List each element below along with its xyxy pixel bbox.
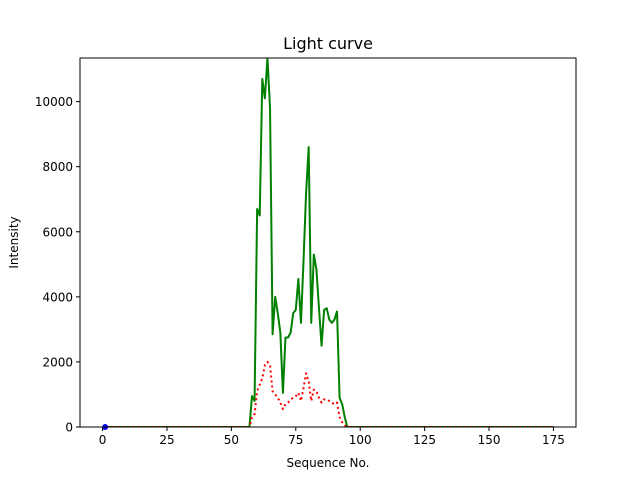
chart-title: Light curve	[283, 34, 373, 53]
x-tick-label: 0	[99, 433, 107, 447]
x-tick-label: 125	[413, 433, 436, 447]
red-dotted-series-line	[102, 360, 554, 427]
y-axis: 0 2000 4000 6000 8000 10000	[35, 95, 80, 435]
y-axis-label: Intensity	[7, 216, 21, 268]
x-tick-label: 175	[542, 433, 565, 447]
y-tick-label: 10000	[35, 95, 73, 109]
green-series-line	[102, 58, 554, 427]
y-tick-label: 8000	[42, 160, 73, 174]
axes-frame	[79, 57, 577, 428]
plot-area	[79, 57, 577, 430]
x-tick-label: 50	[224, 433, 239, 447]
x-tick-label: 100	[349, 433, 372, 447]
x-axis-label: Sequence No.	[287, 456, 370, 470]
y-tick-label: 0	[65, 421, 73, 435]
x-tick-label: 25	[159, 433, 174, 447]
y-tick-label: 4000	[42, 290, 73, 304]
x-tick-label: 150	[478, 433, 501, 447]
y-tick-label: 6000	[42, 225, 73, 239]
x-tick-label: 75	[288, 433, 303, 447]
x-axis: 0 25 50 75 100 125 150 175	[99, 427, 565, 447]
y-tick-label: 2000	[42, 355, 73, 369]
